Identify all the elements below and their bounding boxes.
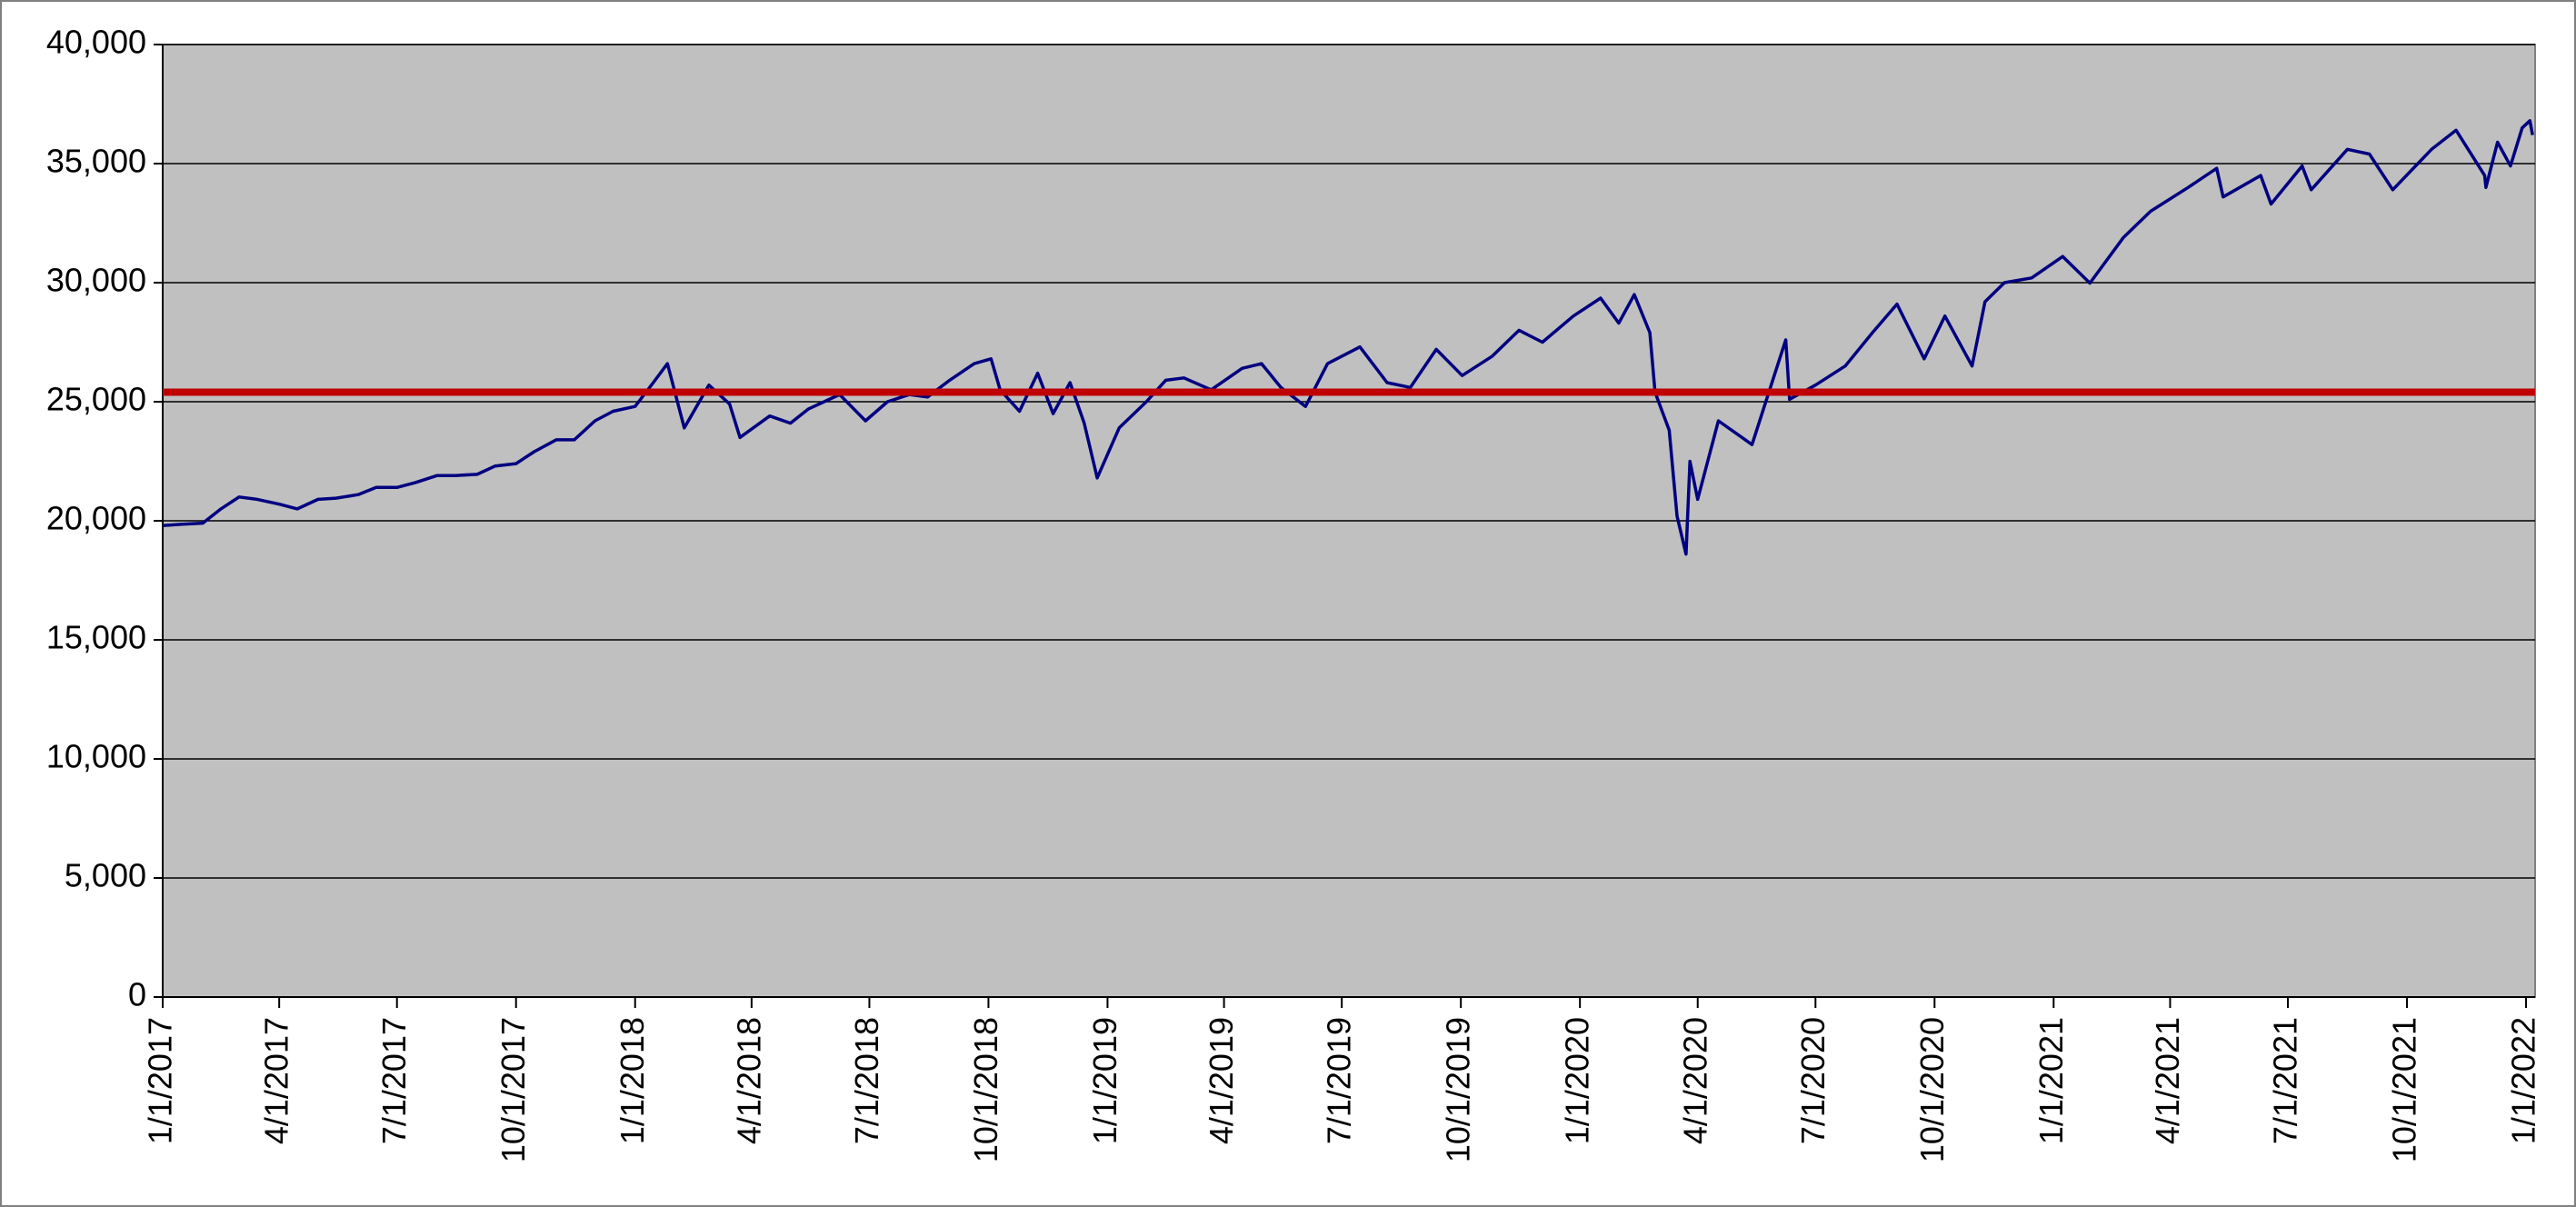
y-tick-label: 15,000	[46, 619, 146, 656]
x-tick-label: 10/1/2019	[1440, 1017, 1477, 1162]
x-tick-label: 10/1/2017	[494, 1017, 532, 1162]
x-tick-label: 1/1/2020	[1559, 1017, 1596, 1144]
x-tick-label: 4/1/2018	[730, 1017, 767, 1144]
x-tick-label: 1/1/2022	[2505, 1017, 2542, 1144]
x-tick-label: 4/1/2020	[1676, 1017, 1713, 1144]
y-tick-label: 10,000	[46, 738, 146, 775]
y-tick-label: 0	[128, 976, 146, 1013]
x-tick-label: 7/1/2021	[2267, 1017, 2304, 1144]
y-tick-label: 40,000	[46, 24, 146, 61]
x-tick-label: 4/1/2017	[258, 1017, 295, 1144]
x-tick-label: 10/1/2018	[967, 1017, 1004, 1162]
x-tick-label: 1/1/2017	[142, 1017, 179, 1144]
x-tick-label: 7/1/2017	[375, 1017, 413, 1144]
data-line	[162, 119, 2534, 556]
x-tick-label: 1/1/2018	[614, 1017, 651, 1144]
x-tick-label: 7/1/2020	[1794, 1017, 1832, 1144]
x-tick-label: 4/1/2019	[1203, 1017, 1240, 1144]
x-tick-label: 4/1/2021	[2149, 1017, 2186, 1144]
x-tick-label: 1/1/2019	[1086, 1017, 1123, 1144]
y-tick-label: 20,000	[46, 500, 146, 537]
y-tick-label: 30,000	[46, 262, 146, 299]
x-tick-label: 7/1/2019	[1321, 1017, 1358, 1144]
x-tick-label: 10/1/2021	[2386, 1017, 2423, 1162]
y-tick-label: 35,000	[46, 143, 146, 180]
x-tick-label: 1/1/2021	[2032, 1017, 2070, 1144]
y-tick-label: 25,000	[46, 381, 146, 418]
x-tick-label: 10/1/2020	[1913, 1017, 1951, 1162]
x-tick-label: 7/1/2018	[848, 1017, 885, 1144]
y-tick-label: 5,000	[65, 857, 146, 894]
